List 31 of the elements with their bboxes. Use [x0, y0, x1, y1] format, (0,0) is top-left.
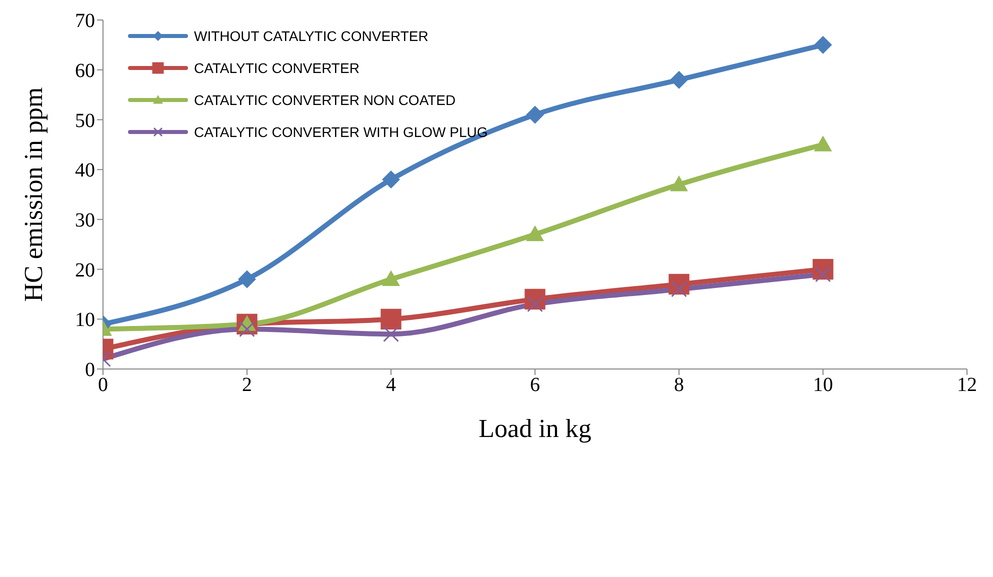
- point: [670, 70, 688, 89]
- legend-label: CATALYTIC CONVERTER WITH GLOW PLUG: [194, 124, 488, 140]
- y-tick-label: 70: [75, 10, 95, 32]
- point: [814, 136, 832, 152]
- x-tick-label: 6: [530, 374, 540, 396]
- point: [814, 36, 832, 54]
- y-tick-label: 0: [85, 359, 95, 382]
- y-tick-label: 30: [75, 210, 95, 232]
- legend-label: WITHOUT CATALYTIC CONVERTER: [194, 28, 428, 44]
- x-tick-label: 10: [813, 374, 833, 396]
- y-tick-label: 60: [75, 60, 95, 82]
- y-tick-label: 40: [75, 160, 95, 182]
- y-tick-label: 20: [75, 259, 95, 282]
- legend-label: CATALYTIC CONVERTER NON COATED: [194, 92, 456, 108]
- point: [526, 225, 544, 242]
- point: [380, 308, 402, 330]
- point: [383, 326, 399, 342]
- point: [526, 106, 544, 124]
- legend-label: CATALYTIC CONVERTER: [194, 60, 360, 76]
- y-axis-title: HC emission in ppm: [19, 87, 48, 302]
- point: [670, 176, 688, 192]
- x-tick-label: 12: [957, 374, 977, 396]
- y-tick-label: 50: [75, 110, 95, 132]
- y-tick-label: 10: [75, 309, 95, 332]
- x-tick-label: 4: [386, 374, 396, 396]
- point: [238, 270, 256, 288]
- x-tick-label: 8: [674, 374, 684, 396]
- x-axis-title: Load in kg: [478, 414, 592, 443]
- point: [382, 170, 400, 189]
- x-tick-label: 2: [242, 374, 252, 396]
- point: [382, 270, 400, 286]
